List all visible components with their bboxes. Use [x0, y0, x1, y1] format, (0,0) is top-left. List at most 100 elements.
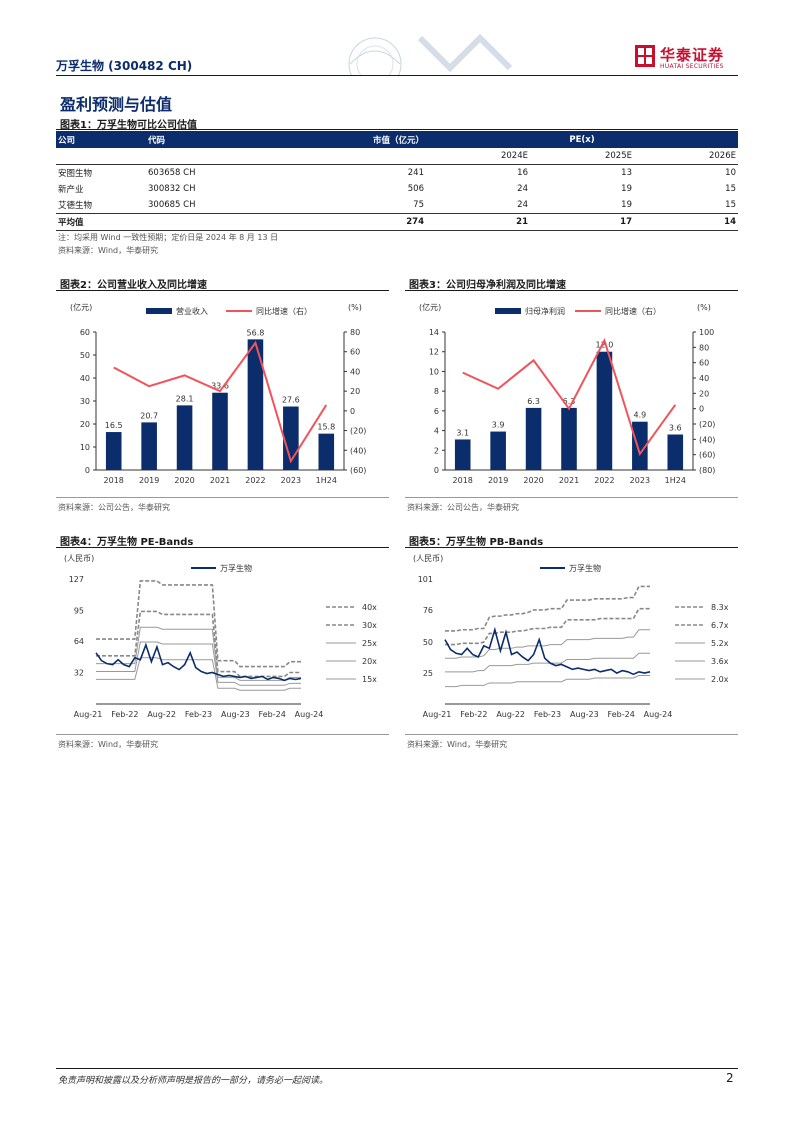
y-tick-label: 50	[423, 638, 433, 647]
y-tick-label: 25	[423, 669, 433, 678]
left-tick-label: 0	[85, 466, 90, 475]
right-axis-unit: (%)	[697, 303, 711, 312]
left-axis-unit: (亿元)	[70, 302, 92, 312]
cell-mktcap: 75	[413, 200, 424, 210]
x-tick-label: 2020	[523, 476, 543, 485]
legend-band-label: 20x	[362, 657, 377, 666]
cell-company: 艾德生物	[58, 201, 93, 211]
table-row: 安图生物 603658 CH 241 16 13 10	[56, 165, 738, 182]
cell-pe: 15	[725, 184, 736, 194]
x-tick-label: 2022	[594, 476, 614, 485]
bar-data-label: 20.7	[140, 411, 158, 420]
fig3-rule	[405, 290, 738, 291]
cell-pe: 24	[517, 200, 528, 210]
page-number: 2	[726, 1071, 734, 1085]
legend-band-label: 40x	[362, 603, 377, 612]
fig3-bottom-rule	[405, 497, 738, 498]
table-row: 新产业 300832 CH 506 24 19 15	[56, 181, 738, 197]
logo-english: HUATAI SECURITIES	[660, 63, 724, 70]
col-mktcap: 市值（亿元）	[276, 131, 426, 148]
left-tick-label: 0	[434, 466, 439, 475]
table-row: 艾德生物 300685 CH 75 24 19 15	[56, 197, 738, 214]
cell-code: 300832 CH	[148, 184, 196, 194]
y-tick-label: 127	[69, 575, 84, 584]
right-tick-label: 100	[699, 328, 714, 337]
legend-line-label: 同比增速（右）	[256, 306, 312, 316]
y-axis-unit: (人民币)	[64, 554, 94, 563]
cell-pe: 19	[621, 184, 632, 194]
left-axis-unit: (亿元)	[419, 302, 441, 312]
fig2-source: 资料来源：公司公告，华泰研究	[58, 503, 170, 512]
fig4-source: 资料来源：Wind，华泰研究	[58, 740, 159, 749]
cell-code: 300685 CH	[148, 200, 196, 210]
price-line	[95, 642, 302, 682]
y-tick-label: 76	[423, 606, 433, 615]
right-tick-label: 0	[699, 405, 704, 414]
pb-bands-chart: (人民币) 万孚生物 25 50 76 101 Aug-21 Feb-22 Aug-22 Feb-…	[413, 554, 729, 719]
logo-text: 华泰证券	[660, 46, 725, 64]
right-tick-label: (60)	[699, 451, 715, 460]
left-tick-label: 20	[80, 420, 90, 429]
left-tick-label: 30	[80, 397, 90, 406]
left-tick-label: 8	[434, 387, 439, 396]
x-tick-label: Aug-23	[221, 710, 250, 719]
right-tick-label: 20	[699, 389, 709, 398]
bar-data-label: 56.8	[247, 328, 265, 337]
right-tick-label: 60	[350, 348, 360, 357]
x-tick-label: 2019	[488, 476, 508, 485]
right-tick-label: (20)	[699, 420, 715, 429]
table-header-row: 公司 代码 市值（亿元） PE(x)	[56, 131, 738, 148]
left-tick-label: 14	[429, 328, 439, 337]
cell-avg-label: 平均值	[56, 213, 146, 231]
bar-data-label: 33.6	[211, 382, 229, 391]
footer-disclaimer: 免责声明和披露以及分析师声明是报告的一部分，请务必一起阅读。	[58, 1076, 329, 1086]
band-line	[445, 675, 650, 688]
cell-pe: 13	[621, 168, 632, 178]
bar	[105, 432, 122, 470]
valuation-table: 公司 代码 市值（亿元） PE(x) 2024E 2025E 2026E 安图生…	[56, 131, 738, 231]
legend-bar-label: 营业收入	[176, 306, 208, 316]
fig2-rule	[56, 290, 389, 291]
legend-band-label: 2.0x	[711, 675, 729, 684]
bar-data-label: 6.3	[563, 397, 576, 406]
fig5-rule	[405, 547, 738, 548]
left-tick-label: 6	[434, 407, 439, 416]
header-decoration	[348, 33, 513, 76]
x-tick-label: 2023	[281, 476, 301, 485]
cell-avg-pe: 14	[634, 213, 738, 231]
bar	[212, 392, 228, 470]
x-tick-label: Aug-24	[295, 710, 324, 719]
bar	[247, 339, 264, 470]
left-tick-label: 4	[434, 427, 439, 436]
table1-title: 图表1：万孚生物可比公司估值	[60, 120, 197, 131]
x-tick-label: 1H24	[665, 476, 686, 485]
fig4-rule	[56, 547, 389, 548]
right-tick-label: 0	[350, 407, 355, 416]
bar	[667, 434, 684, 470]
legend-band-label: 3.6x	[711, 657, 729, 666]
bar	[561, 407, 577, 470]
legend-price-label: 万孚生物	[569, 563, 601, 573]
x-tick-label: 2021	[210, 476, 230, 485]
growth-line	[462, 337, 677, 457]
y-tick-label: 64	[74, 637, 84, 646]
bar	[596, 351, 613, 470]
x-tick-label: Feb-24	[259, 710, 286, 719]
right-tick-label: (80)	[699, 466, 715, 475]
bar	[141, 422, 157, 470]
fig3-source: 资料来源：公司公告，华泰研究	[407, 503, 519, 512]
x-tick-label: 2020	[174, 476, 194, 485]
band-line	[96, 657, 301, 691]
x-tick-label: Aug-22	[147, 710, 176, 719]
bar	[525, 407, 542, 470]
left-tick-label: 50	[80, 351, 90, 360]
right-tick-label: (20)	[350, 427, 366, 436]
bar-data-label: 6.3	[527, 397, 540, 406]
band-line	[96, 580, 301, 668]
right-tick-label: 40	[350, 367, 360, 376]
growth-line	[113, 340, 328, 464]
legend-line-label: 同比增速（右）	[605, 306, 661, 316]
legend-band-label: 15x	[362, 675, 377, 684]
x-tick-label: Aug-21	[423, 710, 452, 719]
bar-data-label: 12.0	[596, 341, 614, 350]
